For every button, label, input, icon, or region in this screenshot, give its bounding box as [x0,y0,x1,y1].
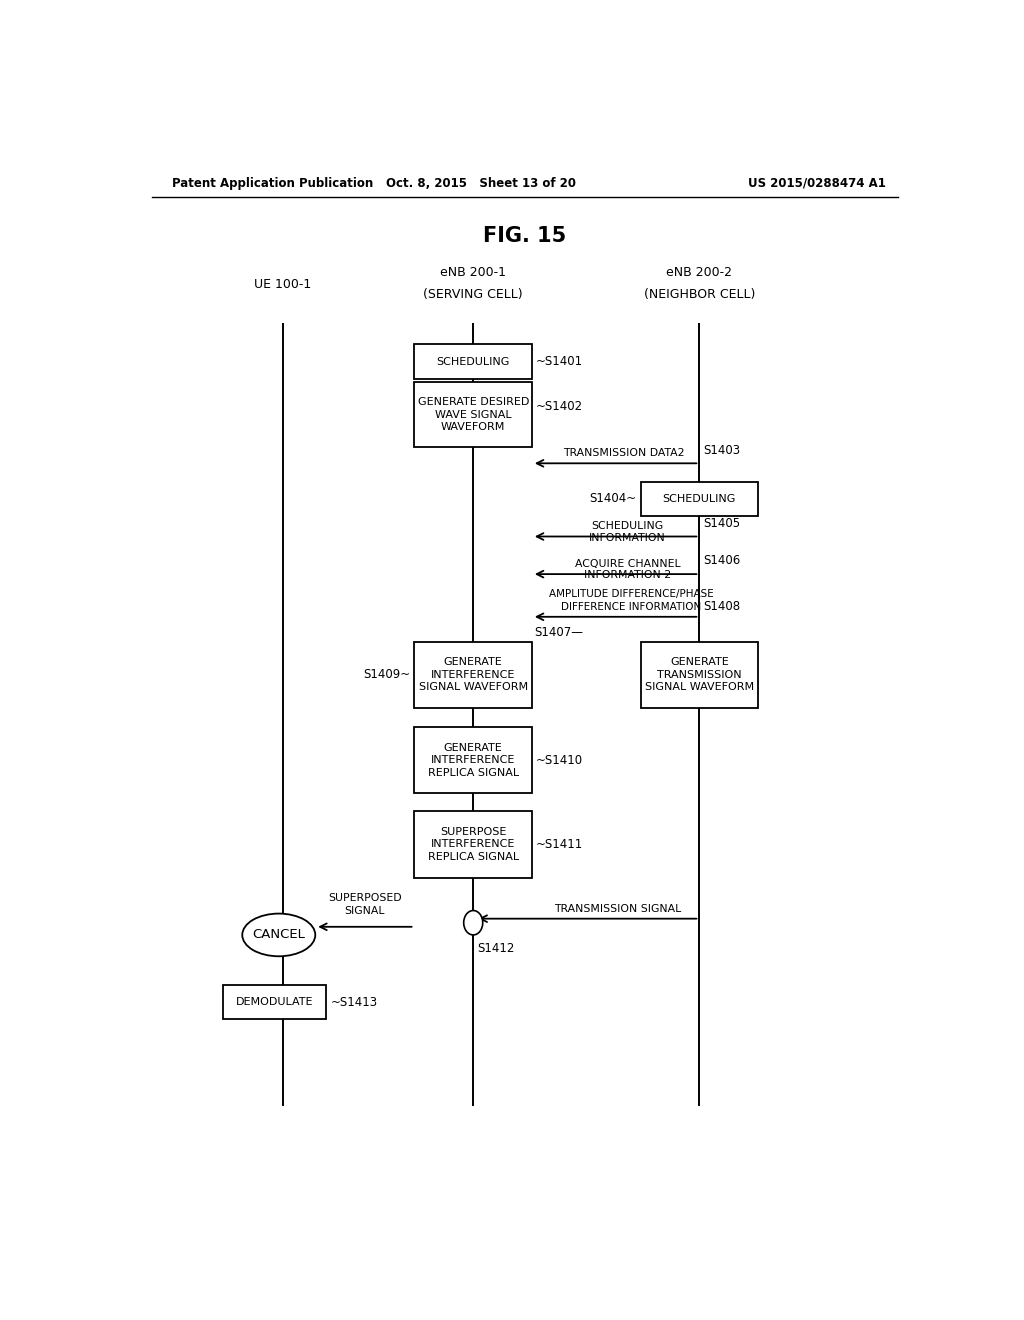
Text: Oct. 8, 2015   Sheet 13 of 20: Oct. 8, 2015 Sheet 13 of 20 [386,177,577,190]
FancyBboxPatch shape [415,642,531,708]
Text: SUPERPOSED: SUPERPOSED [328,894,401,903]
Text: DIFFERENCE INFORMATION: DIFFERENCE INFORMATION [561,602,701,611]
Text: S1405: S1405 [703,517,740,529]
Text: (NEIGHBOR CELL): (NEIGHBOR CELL) [644,288,755,301]
Text: GENERATE
INTERFERENCE
SIGNAL WAVEFORM: GENERATE INTERFERENCE SIGNAL WAVEFORM [419,657,527,692]
FancyBboxPatch shape [415,727,531,793]
Text: FIG. 15: FIG. 15 [483,226,566,246]
Text: eNB 200-1: eNB 200-1 [440,265,506,279]
Text: SCHEDULING: SCHEDULING [663,494,736,504]
Text: AMPLITUDE DIFFERENCE/PHASE: AMPLITUDE DIFFERENCE/PHASE [549,590,714,599]
Ellipse shape [243,913,315,956]
Text: S1406: S1406 [703,554,740,568]
Text: S1407—: S1407— [535,626,584,639]
Text: CANCEL: CANCEL [252,928,305,941]
Text: S1409~: S1409~ [364,668,411,681]
Text: S1408: S1408 [703,601,740,612]
Text: SIGNAL: SIGNAL [345,906,385,916]
FancyBboxPatch shape [641,642,758,708]
Text: US 2015/0288474 A1: US 2015/0288474 A1 [748,177,886,190]
Text: UE 100-1: UE 100-1 [254,279,311,290]
Text: ACQUIRE CHANNEL: ACQUIRE CHANNEL [574,558,680,569]
Text: S1403: S1403 [703,444,740,457]
Text: GENERATE
TRANSMISSION
SIGNAL WAVEFORM: GENERATE TRANSMISSION SIGNAL WAVEFORM [645,657,754,692]
Text: ~S1410: ~S1410 [536,754,583,767]
Text: (SERVING CELL): (SERVING CELL) [423,288,523,301]
Text: eNB 200-2: eNB 200-2 [667,265,732,279]
Text: GENERATE
INTERFERENCE
REPLICA SIGNAL: GENERATE INTERFERENCE REPLICA SIGNAL [428,743,519,777]
FancyBboxPatch shape [415,345,531,379]
Text: GENERATE DESIRED
WAVE SIGNAL
WAVEFORM: GENERATE DESIRED WAVE SIGNAL WAVEFORM [418,397,529,432]
Text: SCHEDULING: SCHEDULING [436,356,510,367]
Text: INFORMATION: INFORMATION [589,532,666,543]
FancyBboxPatch shape [415,381,531,447]
Text: SCHEDULING: SCHEDULING [592,521,664,532]
Text: TRANSMISSION DATA2: TRANSMISSION DATA2 [563,449,684,458]
Text: DEMODULATE: DEMODULATE [237,997,313,1007]
FancyBboxPatch shape [415,812,531,878]
Text: Patent Application Publication: Patent Application Publication [172,177,373,190]
Text: ~S1411: ~S1411 [536,838,583,851]
Text: ~S1401: ~S1401 [536,355,583,368]
Text: ~S1413: ~S1413 [331,995,378,1008]
FancyBboxPatch shape [641,482,758,516]
Text: TRANSMISSION SIGNAL: TRANSMISSION SIGNAL [554,903,682,913]
Text: S1412: S1412 [477,941,514,954]
FancyBboxPatch shape [223,985,327,1019]
Text: INFORMATION 2: INFORMATION 2 [584,570,671,579]
Text: S1404~: S1404~ [590,492,637,506]
Text: SUPERPOSE
INTERFERENCE
REPLICA SIGNAL: SUPERPOSE INTERFERENCE REPLICA SIGNAL [428,828,519,862]
Text: ~S1402: ~S1402 [536,400,583,413]
Circle shape [464,911,482,935]
